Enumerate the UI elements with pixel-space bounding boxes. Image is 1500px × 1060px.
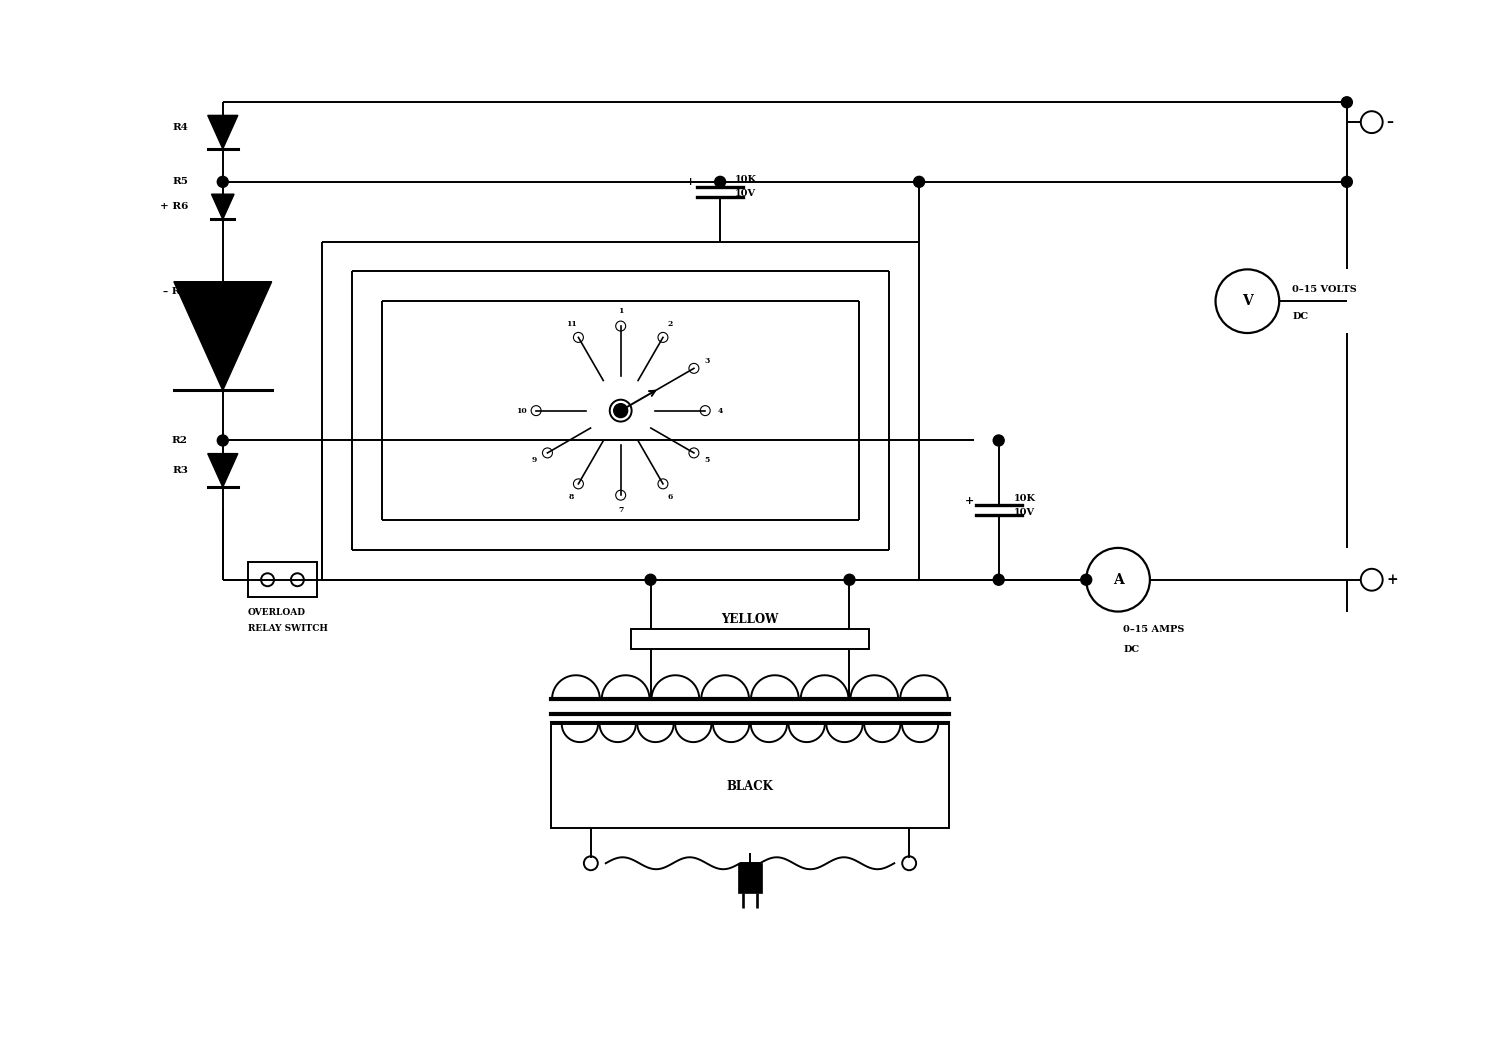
Polygon shape [174,282,272,390]
Text: DC: DC [1292,312,1308,320]
Polygon shape [211,194,234,219]
Text: 2: 2 [668,320,674,329]
Circle shape [914,176,924,188]
Bar [630,630,870,650]
Text: OVERLOAD: OVERLOAD [248,607,306,617]
Text: 10K: 10K [735,175,758,184]
Circle shape [609,400,631,422]
Text: –: – [1386,116,1394,129]
Text: +: + [964,495,974,506]
Text: 7: 7 [618,506,624,514]
Circle shape [844,575,855,585]
Text: 10: 10 [516,407,526,414]
Circle shape [1341,176,1353,188]
Circle shape [614,404,627,418]
Text: 3: 3 [704,357,710,365]
Text: 8: 8 [568,493,573,500]
Circle shape [645,575,656,585]
Circle shape [217,176,228,188]
Text: 10V: 10V [1014,508,1035,516]
Text: RELAY SWITCH: RELAY SWITCH [248,624,327,634]
Text: – R1: – R1 [164,287,188,296]
Text: R4: R4 [172,123,188,131]
Circle shape [993,575,1004,585]
Text: 6: 6 [668,493,674,500]
Text: V: V [1242,295,1252,308]
Text: +: + [1386,572,1398,587]
Text: 4: 4 [717,407,723,414]
Text: 1: 1 [618,307,624,315]
Text: YELLOW: YELLOW [722,613,778,626]
Bar [248,562,318,597]
Circle shape [714,176,726,188]
Text: 0–15 AMPS: 0–15 AMPS [1124,625,1185,634]
Circle shape [1082,575,1092,585]
Circle shape [993,435,1004,446]
Text: R3: R3 [172,465,188,475]
Polygon shape [207,454,238,487]
Bar [738,863,762,894]
Text: R2: R2 [172,436,188,445]
Text: R5: R5 [172,177,188,187]
Text: A: A [1113,572,1124,587]
Text: 11: 11 [566,320,576,329]
Text: BLACK: BLACK [726,780,774,793]
Text: DC: DC [1124,644,1138,654]
Text: + R6: + R6 [159,202,188,211]
Text: +: + [686,176,696,188]
Text: 5: 5 [704,457,710,464]
Text: 10V: 10V [735,190,756,198]
Bar [550,724,950,829]
Circle shape [1341,96,1353,108]
Polygon shape [207,116,238,148]
Text: 0–15 VOLTS: 0–15 VOLTS [1292,285,1358,294]
Circle shape [217,435,228,446]
Text: 10K: 10K [1014,494,1035,502]
Text: 9: 9 [532,457,537,464]
